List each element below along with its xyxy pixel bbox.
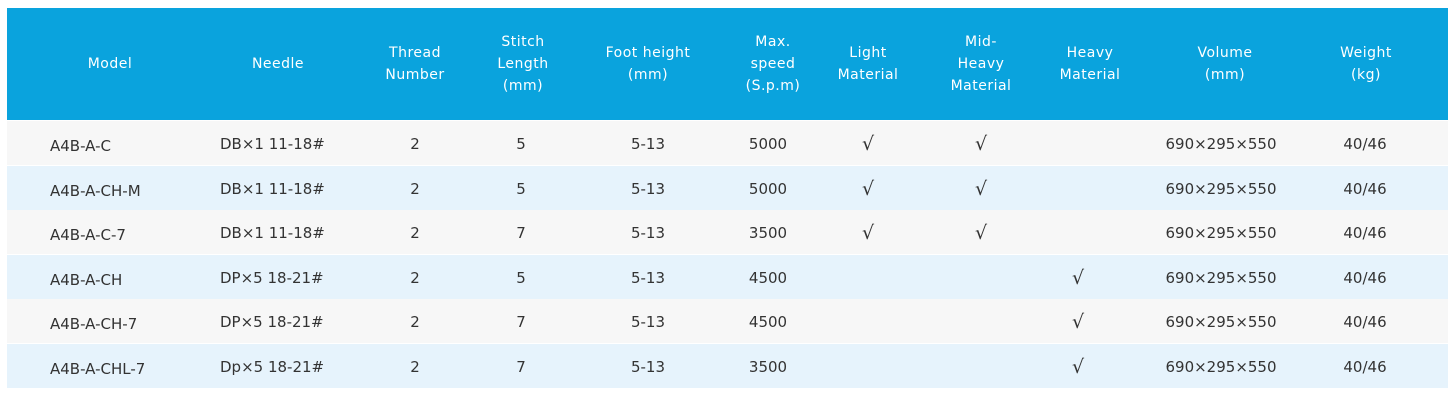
table-cell: 5000 bbox=[748, 135, 788, 153]
table-cell: DB×1 11-18# bbox=[220, 224, 325, 242]
table-cell: √ bbox=[974, 222, 988, 244]
table-cell: 690×295×550 bbox=[1165, 135, 1277, 153]
header-cell: Length bbox=[497, 56, 549, 72]
table-cell: DP×5 18-21# bbox=[220, 313, 324, 331]
table-cell: 7 bbox=[516, 224, 526, 242]
table-cell: √ bbox=[974, 177, 988, 200]
row-band bbox=[7, 299, 1448, 343]
table-cell: 690×295×550 bbox=[1165, 313, 1277, 331]
table-cell: 690×295×550 bbox=[1165, 357, 1277, 376]
table-cell: 2 bbox=[410, 224, 420, 242]
header-cell: speed bbox=[750, 56, 796, 72]
table-cell: 7 bbox=[516, 357, 526, 376]
row-band bbox=[7, 121, 1448, 165]
header-cell: Light bbox=[849, 45, 887, 61]
table-cell: 7 bbox=[516, 313, 526, 331]
header-cell: (mm) bbox=[627, 67, 669, 83]
table-cell: 5-13 bbox=[630, 224, 666, 242]
table-cell: 4500 bbox=[748, 313, 788, 331]
header-cell: Heavy bbox=[957, 56, 1005, 72]
row-band bbox=[7, 254, 1448, 299]
table-cell: 5 bbox=[516, 135, 526, 153]
table-cell: 5-13 bbox=[630, 313, 666, 331]
table-cell: √ bbox=[861, 133, 875, 155]
table-cell: A4B-A-CHL-7 bbox=[50, 359, 146, 378]
table-cell: √ bbox=[1071, 355, 1085, 378]
header-cell: Material bbox=[950, 78, 1012, 94]
table-cell: 40/46 bbox=[1343, 224, 1387, 242]
table-cell: 5-13 bbox=[630, 179, 666, 198]
table-cell: 40/46 bbox=[1343, 357, 1387, 376]
table-cell: 4500 bbox=[748, 268, 788, 287]
header-cell: Material bbox=[1059, 67, 1121, 83]
header-cell: Heavy bbox=[1066, 45, 1114, 61]
header-cell: Model bbox=[87, 56, 133, 72]
header-band bbox=[7, 8, 1448, 120]
table-cell: 2 bbox=[410, 313, 420, 331]
header-cell: (S.p.m) bbox=[745, 78, 801, 94]
table-cell: 2 bbox=[410, 268, 420, 287]
row-band bbox=[7, 343, 1448, 388]
header-cell: Number bbox=[385, 67, 445, 83]
table-cell: A4B-A-CH-7 bbox=[50, 315, 138, 333]
header-cell: Thread bbox=[389, 45, 441, 61]
table-cell: 5 bbox=[516, 268, 526, 287]
table-cell: √ bbox=[974, 133, 988, 155]
table-cell: 5000 bbox=[748, 179, 788, 198]
table-cell: 690×295×550 bbox=[1165, 224, 1277, 242]
table-cell: √ bbox=[861, 177, 875, 200]
table-cell: A4B-A-CH bbox=[50, 270, 123, 289]
header-cell: (mm) bbox=[502, 78, 544, 94]
table-cell: 2 bbox=[410, 179, 420, 198]
table-cell: 690×295×550 bbox=[1165, 179, 1277, 198]
header-cell: Stitch bbox=[501, 34, 545, 50]
row-band bbox=[7, 165, 1448, 210]
header-cell: Foot height bbox=[605, 45, 691, 61]
table-cell: DB×1 11-18# bbox=[220, 179, 325, 198]
header-cell: Mid- bbox=[965, 34, 997, 50]
table-cell: A4B-A-C-7 bbox=[50, 226, 126, 244]
table-cell: 5-13 bbox=[630, 135, 666, 153]
header-cell: (kg) bbox=[1351, 67, 1381, 83]
table-cell: √ bbox=[1071, 266, 1085, 289]
table-cell: 5 bbox=[516, 179, 526, 198]
table-cell: 40/46 bbox=[1343, 313, 1387, 331]
table-cell: 2 bbox=[410, 357, 420, 376]
table-cell: A4B-A-CH-M bbox=[50, 181, 141, 200]
table-cell: 5-13 bbox=[630, 357, 666, 376]
table-cell: DB×1 11-18# bbox=[220, 135, 325, 153]
header-cell: Needle bbox=[251, 56, 305, 72]
table-cell: 40/46 bbox=[1343, 179, 1387, 198]
table-cell: √ bbox=[1071, 311, 1085, 333]
header-cell: Volume bbox=[1197, 45, 1253, 61]
table-cell: A4B-A-C bbox=[50, 137, 111, 155]
table-cell: 690×295×550 bbox=[1165, 268, 1277, 287]
header-cell: Material bbox=[837, 67, 899, 83]
header-cell: Max. bbox=[755, 34, 791, 50]
table-cell: 3500 bbox=[748, 357, 788, 376]
table-cell: √ bbox=[861, 222, 875, 244]
table-cell: DP×5 18-21# bbox=[220, 268, 324, 287]
table-cell: 2 bbox=[410, 135, 420, 153]
row-band bbox=[7, 210, 1448, 254]
table-cell: 40/46 bbox=[1343, 268, 1387, 287]
table-cell: 3500 bbox=[748, 224, 788, 242]
table-cell: 5-13 bbox=[630, 268, 666, 287]
table-cell: 40/46 bbox=[1343, 135, 1387, 153]
table-cell: Dp×5 18-21# bbox=[220, 357, 325, 376]
header-cell: Weight bbox=[1340, 45, 1392, 61]
header-cell: (mm) bbox=[1204, 67, 1246, 83]
